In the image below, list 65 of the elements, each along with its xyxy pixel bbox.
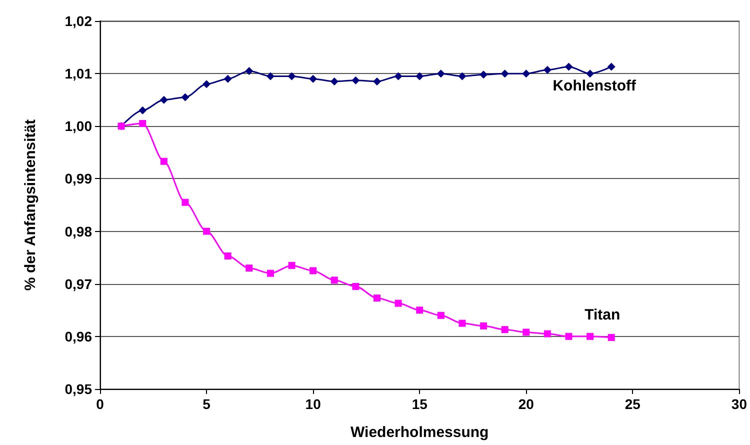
point bbox=[330, 77, 338, 86]
point bbox=[288, 72, 296, 80]
point bbox=[266, 72, 274, 80]
point bbox=[522, 70, 530, 78]
y-tick-label: 0,99 bbox=[64, 170, 92, 187]
point bbox=[309, 74, 318, 83]
point bbox=[416, 306, 424, 314]
series-label: Kohlenstoff bbox=[552, 78, 638, 95]
point bbox=[203, 228, 210, 235]
y-tick-label: 1,00 bbox=[64, 118, 92, 134]
point bbox=[394, 300, 402, 307]
point bbox=[266, 270, 274, 277]
y-axis-title: % der Anfangsintensität bbox=[22, 119, 39, 291]
point bbox=[501, 326, 508, 334]
point bbox=[373, 294, 380, 302]
y-tick-label: 1,01 bbox=[64, 66, 92, 82]
y-tick-label: 0,95 bbox=[64, 381, 92, 397]
point bbox=[310, 267, 317, 274]
point bbox=[160, 158, 168, 165]
point bbox=[436, 70, 445, 78]
x-tick-label: 30 bbox=[731, 396, 748, 412]
x-tick-label: 15 bbox=[412, 396, 428, 412]
point bbox=[437, 312, 444, 319]
point bbox=[246, 264, 253, 272]
point bbox=[330, 276, 338, 284]
point bbox=[352, 76, 360, 84]
point bbox=[543, 66, 552, 74]
point bbox=[288, 262, 296, 269]
series-label: Titan bbox=[584, 306, 620, 324]
point bbox=[458, 72, 466, 80]
point bbox=[544, 330, 551, 338]
point bbox=[586, 332, 594, 340]
point bbox=[522, 328, 530, 336]
x-axis-title: Wiederholmessung bbox=[350, 424, 489, 441]
point bbox=[416, 72, 424, 80]
x-tick-label: 0 bbox=[96, 396, 104, 412]
point bbox=[607, 62, 616, 71]
point bbox=[202, 80, 211, 88]
point bbox=[480, 322, 488, 330]
point bbox=[586, 70, 594, 78]
point bbox=[139, 120, 146, 128]
point bbox=[608, 334, 615, 341]
y-tick-label: 1,02 bbox=[64, 13, 92, 29]
point bbox=[565, 332, 572, 340]
point bbox=[394, 72, 402, 80]
x-tick-label: 5 bbox=[202, 396, 211, 412]
x-tick-label: 20 bbox=[518, 396, 534, 412]
point bbox=[480, 70, 488, 79]
point bbox=[372, 77, 381, 86]
point bbox=[181, 93, 190, 102]
point bbox=[564, 62, 573, 71]
point bbox=[160, 96, 168, 104]
x-tick-label: 10 bbox=[305, 396, 322, 412]
point bbox=[182, 198, 189, 206]
x-tick-label: 25 bbox=[624, 396, 641, 412]
point bbox=[245, 66, 254, 75]
y-tick-label: 0,98 bbox=[64, 223, 92, 240]
point bbox=[224, 74, 232, 83]
y-tick-label: 0,96 bbox=[64, 328, 92, 344]
point bbox=[224, 252, 232, 260]
point bbox=[352, 282, 360, 290]
point bbox=[500, 70, 509, 78]
y-tick-label: 0,97 bbox=[64, 276, 92, 292]
point bbox=[138, 106, 147, 114]
point bbox=[458, 320, 466, 327]
